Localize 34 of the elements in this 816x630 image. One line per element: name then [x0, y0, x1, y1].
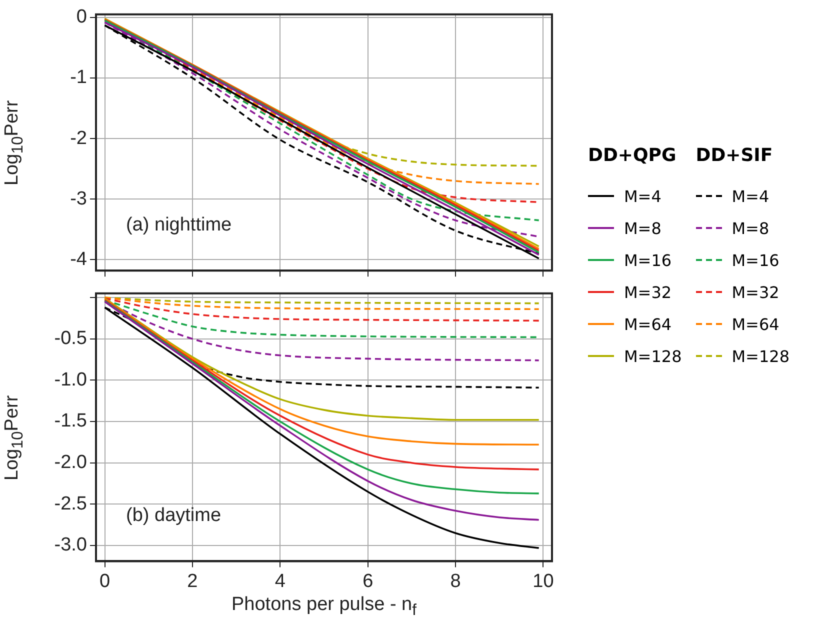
y-tick-label: -1.0 [54, 369, 87, 390]
y-tick-label: -3 [70, 188, 87, 210]
annotation: (a) nighttime [126, 214, 232, 236]
legend-label: M=64 [732, 314, 780, 334]
y-tick-label: -1.5 [54, 410, 87, 432]
legend-label: M=4 [732, 186, 770, 206]
legend-label: M=32 [624, 282, 672, 302]
legend-label: M=32 [732, 282, 780, 302]
legend-label: M=16 [732, 250, 780, 270]
y-tick-label: -3.0 [54, 534, 87, 556]
legend-title: DD+QPG [588, 145, 678, 166]
legend-label: M=8 [732, 218, 770, 238]
y-tick-label: -0.5 [54, 328, 87, 350]
x-tick-label: 2 [187, 570, 198, 592]
y-tick-label: -2 [70, 128, 87, 149]
legend-label: M=8 [624, 218, 662, 238]
legend-label: M=4 [624, 186, 662, 206]
x-tick-label: 8 [450, 570, 461, 592]
y-tick-label: -2.5 [54, 493, 87, 514]
legend-label: M=128 [624, 346, 682, 366]
y-tick-label: -2.0 [54, 452, 87, 474]
y-tick-label: -4 [70, 248, 88, 270]
y-tick-label: 0 [76, 6, 87, 28]
x-tick-label: 6 [362, 570, 374, 592]
x-tick-label: 0 [99, 570, 110, 592]
x-tick-label: 4 [274, 570, 286, 592]
legend-label: M=128 [732, 346, 790, 366]
legend-label: M=64 [624, 314, 672, 334]
annotation: (b) daytime [126, 505, 222, 526]
y-tick-label: -1 [70, 67, 87, 88]
legend-title: DD+SIF [696, 145, 774, 166]
x-axis-title: Photons per pulse - n$_{f}$ [232, 594, 417, 620]
legend-label: M=16 [624, 250, 672, 270]
x-tick-label: 10 [532, 570, 554, 592]
